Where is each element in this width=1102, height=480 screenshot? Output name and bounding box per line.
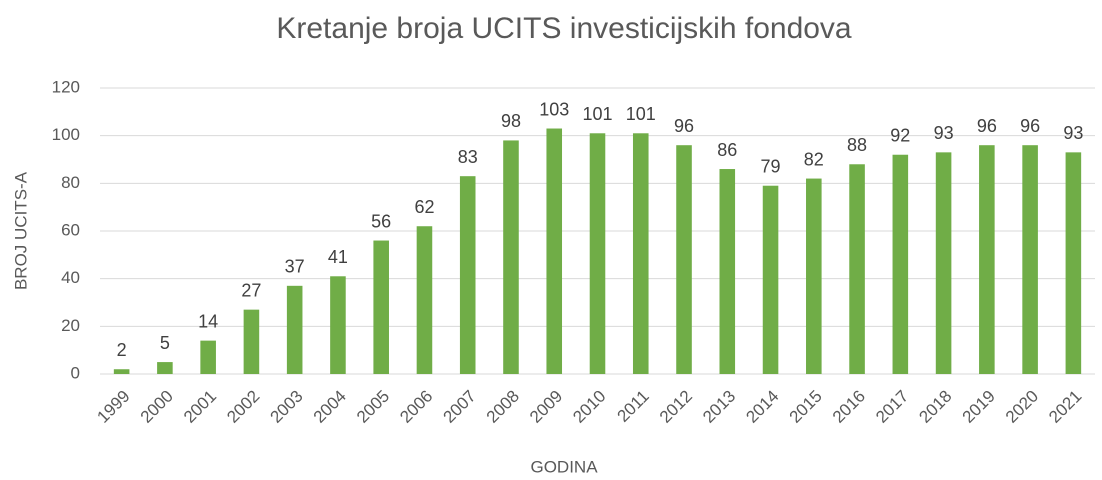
x-tick-label: 2011 (613, 387, 652, 426)
bar (546, 128, 563, 374)
y-tick-label: 120 (52, 77, 80, 96)
data-label: 41 (328, 247, 348, 267)
bar (806, 178, 822, 374)
data-label: 62 (414, 197, 434, 217)
data-label: 101 (582, 104, 612, 124)
bar (416, 226, 433, 374)
bar (503, 140, 519, 374)
x-tick-label: 2006 (396, 387, 436, 427)
y-tick-label: 0 (71, 363, 80, 382)
data-label: 2 (117, 340, 127, 360)
y-tick-label: 100 (52, 125, 80, 144)
bar (1065, 152, 1082, 374)
x-tick-label: 2021 (1045, 387, 1085, 427)
x-tick-label: 2018 (915, 387, 955, 427)
bar (459, 176, 476, 374)
x-tick-label: 2015 (786, 387, 826, 427)
data-label: 56 (371, 211, 391, 231)
x-tick-label: 2012 (656, 387, 696, 427)
x-tick-label: 2008 (483, 387, 523, 427)
bar (1022, 145, 1038, 374)
data-label: 14 (198, 311, 218, 331)
bar (330, 276, 346, 374)
x-tick-label: 2001 (180, 387, 220, 427)
chart-title: Kretanje broja UCITS investicijskih fond… (276, 12, 852, 45)
bar (719, 169, 736, 374)
data-label: 79 (761, 156, 781, 176)
data-label: 92 (890, 125, 910, 145)
data-label: 86 (717, 140, 737, 160)
y-axis-label: BROJ UCITS-A (11, 171, 30, 290)
x-tick-label: 2010 (569, 387, 609, 427)
x-tick-label: 2003 (266, 387, 306, 427)
bar (157, 362, 173, 374)
y-tick-label: 20 (61, 316, 80, 335)
y-tick-label: 40 (61, 268, 80, 287)
bar (243, 309, 260, 374)
x-tick-label: 2019 (959, 387, 999, 427)
x-tick-label: 2014 (742, 387, 782, 427)
x-tick-label: 2005 (353, 387, 393, 427)
bar (892, 154, 909, 374)
bar (373, 240, 389, 374)
x-tick-label: 2016 (829, 387, 869, 427)
x-tick-label: 2020 (1002, 387, 1042, 427)
bar (200, 340, 216, 374)
x-tick-label: 1999 (93, 387, 133, 427)
y-tick-label: 60 (61, 220, 80, 239)
x-tick-label: 2002 (223, 387, 263, 427)
bar (632, 133, 649, 374)
x-tick-label: 2013 (699, 387, 739, 427)
bar (676, 145, 692, 374)
data-label: 82 (804, 149, 824, 169)
data-label: 93 (934, 123, 954, 143)
bar (762, 185, 779, 374)
data-label: 101 (626, 104, 656, 124)
data-label: 37 (285, 257, 305, 277)
data-label: 5 (160, 333, 170, 353)
bar (849, 164, 865, 374)
bar (113, 369, 130, 374)
data-label: 83 (458, 147, 478, 167)
x-tick-label: 2000 (137, 387, 177, 427)
y-tick-label: 80 (61, 173, 80, 192)
bar (979, 145, 995, 374)
bar (935, 152, 952, 374)
x-tick-label: 2007 (440, 387, 480, 427)
x-tick-label: 2009 (526, 387, 566, 427)
x-tick-label: 2004 (310, 387, 350, 427)
data-label: 96 (1020, 116, 1040, 136)
bar (286, 285, 303, 374)
data-label: 96 (674, 116, 694, 136)
x-axis-label: GODINA (530, 457, 598, 476)
data-label: 27 (241, 280, 261, 300)
data-label: 93 (1063, 123, 1083, 143)
data-label: 96 (977, 116, 997, 136)
bar (589, 133, 606, 374)
x-tick-label: 2017 (872, 387, 912, 427)
data-label: 103 (539, 99, 569, 119)
data-label: 98 (501, 111, 521, 131)
data-label: 88 (847, 135, 867, 155)
